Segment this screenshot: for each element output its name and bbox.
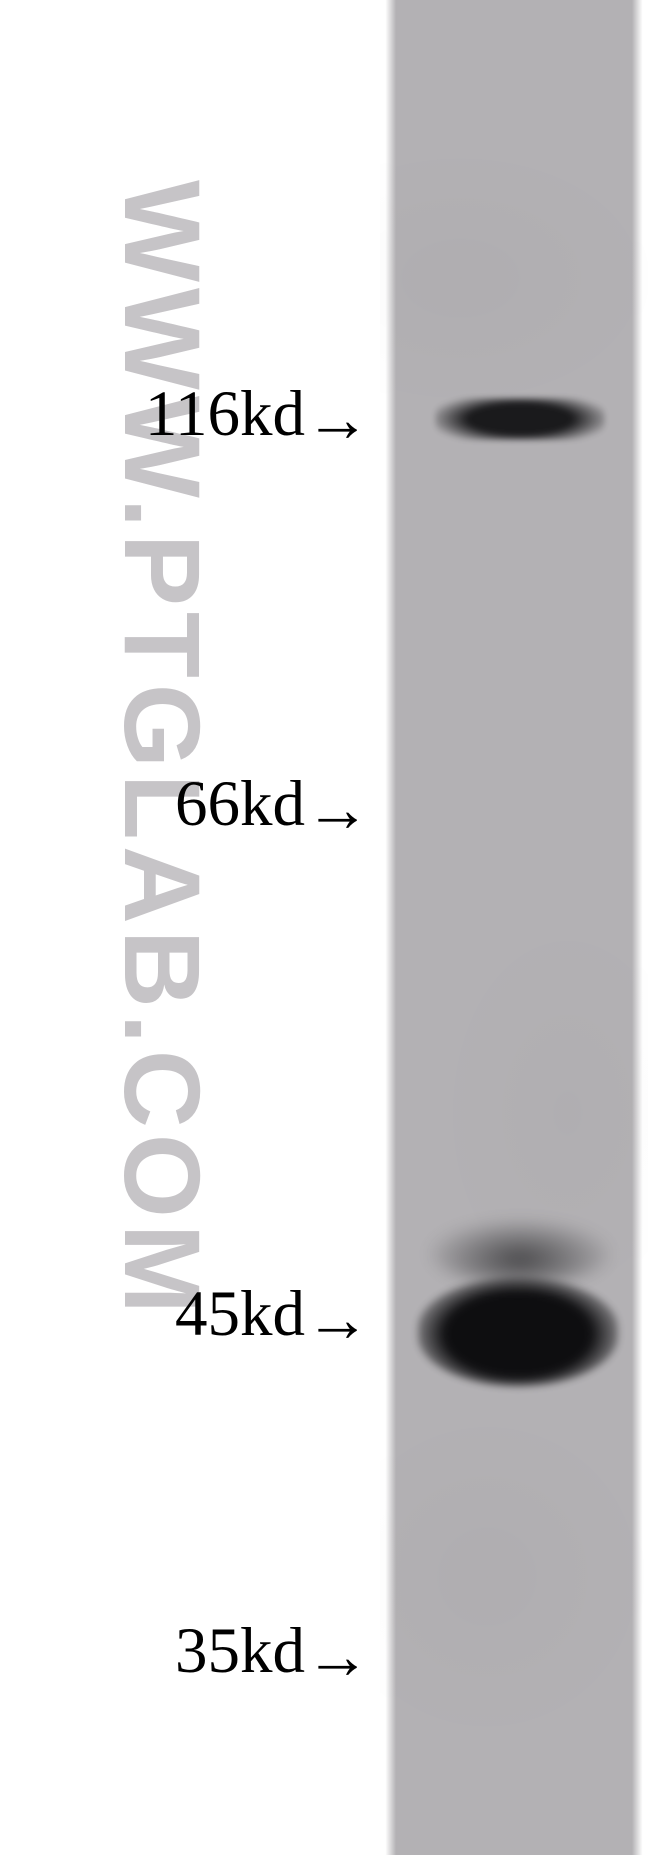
watermark-text: WWW.PTGLAB.COM (100, 180, 225, 1320)
mw-marker-text: 66kd (175, 768, 305, 840)
mw-marker-45: 45kd→ (175, 1282, 370, 1353)
mw-marker-116: 116kd→ (145, 382, 370, 453)
arrow-right-icon: → (305, 778, 370, 843)
mw-marker-text: 45kd (175, 1278, 305, 1350)
mw-marker-66: 66kd→ (175, 772, 370, 843)
mw-marker-text: 35kd (175, 1615, 305, 1687)
blot-lane (380, 0, 648, 1855)
mw-marker-35: 35kd→ (175, 1619, 370, 1690)
band-45kd-upper-smear (430, 1222, 610, 1284)
band-45kd-main (418, 1278, 618, 1386)
mw-marker-text: 116kd (145, 378, 305, 450)
arrow-right-icon: → (305, 388, 370, 453)
arrow-right-icon: → (305, 1288, 370, 1353)
arrow-right-icon: → (305, 1625, 370, 1690)
band-116kd (435, 398, 605, 440)
